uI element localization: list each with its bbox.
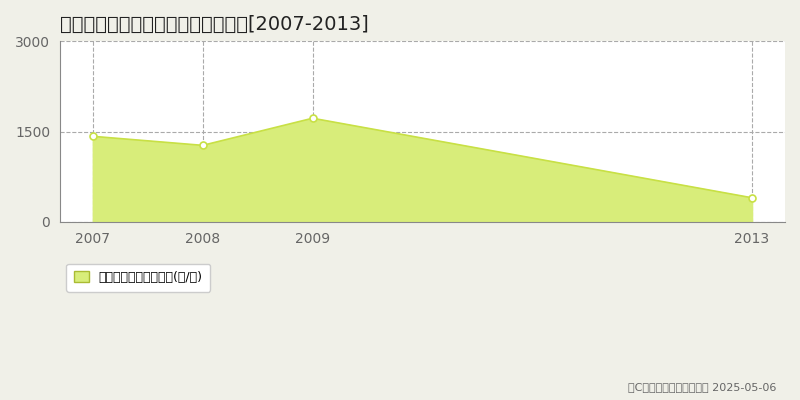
Text: 香取郡多古町東松崎　林地価格推移[2007-2013]: 香取郡多古町東松崎 林地価格推移[2007-2013] xyxy=(60,15,369,34)
Legend: 林地価格　平均嵪単価(円/嵪): 林地価格 平均嵪単価(円/嵪) xyxy=(66,264,210,292)
Text: （C）土地価格ドットコム 2025-05-06: （C）土地価格ドットコム 2025-05-06 xyxy=(628,382,776,392)
